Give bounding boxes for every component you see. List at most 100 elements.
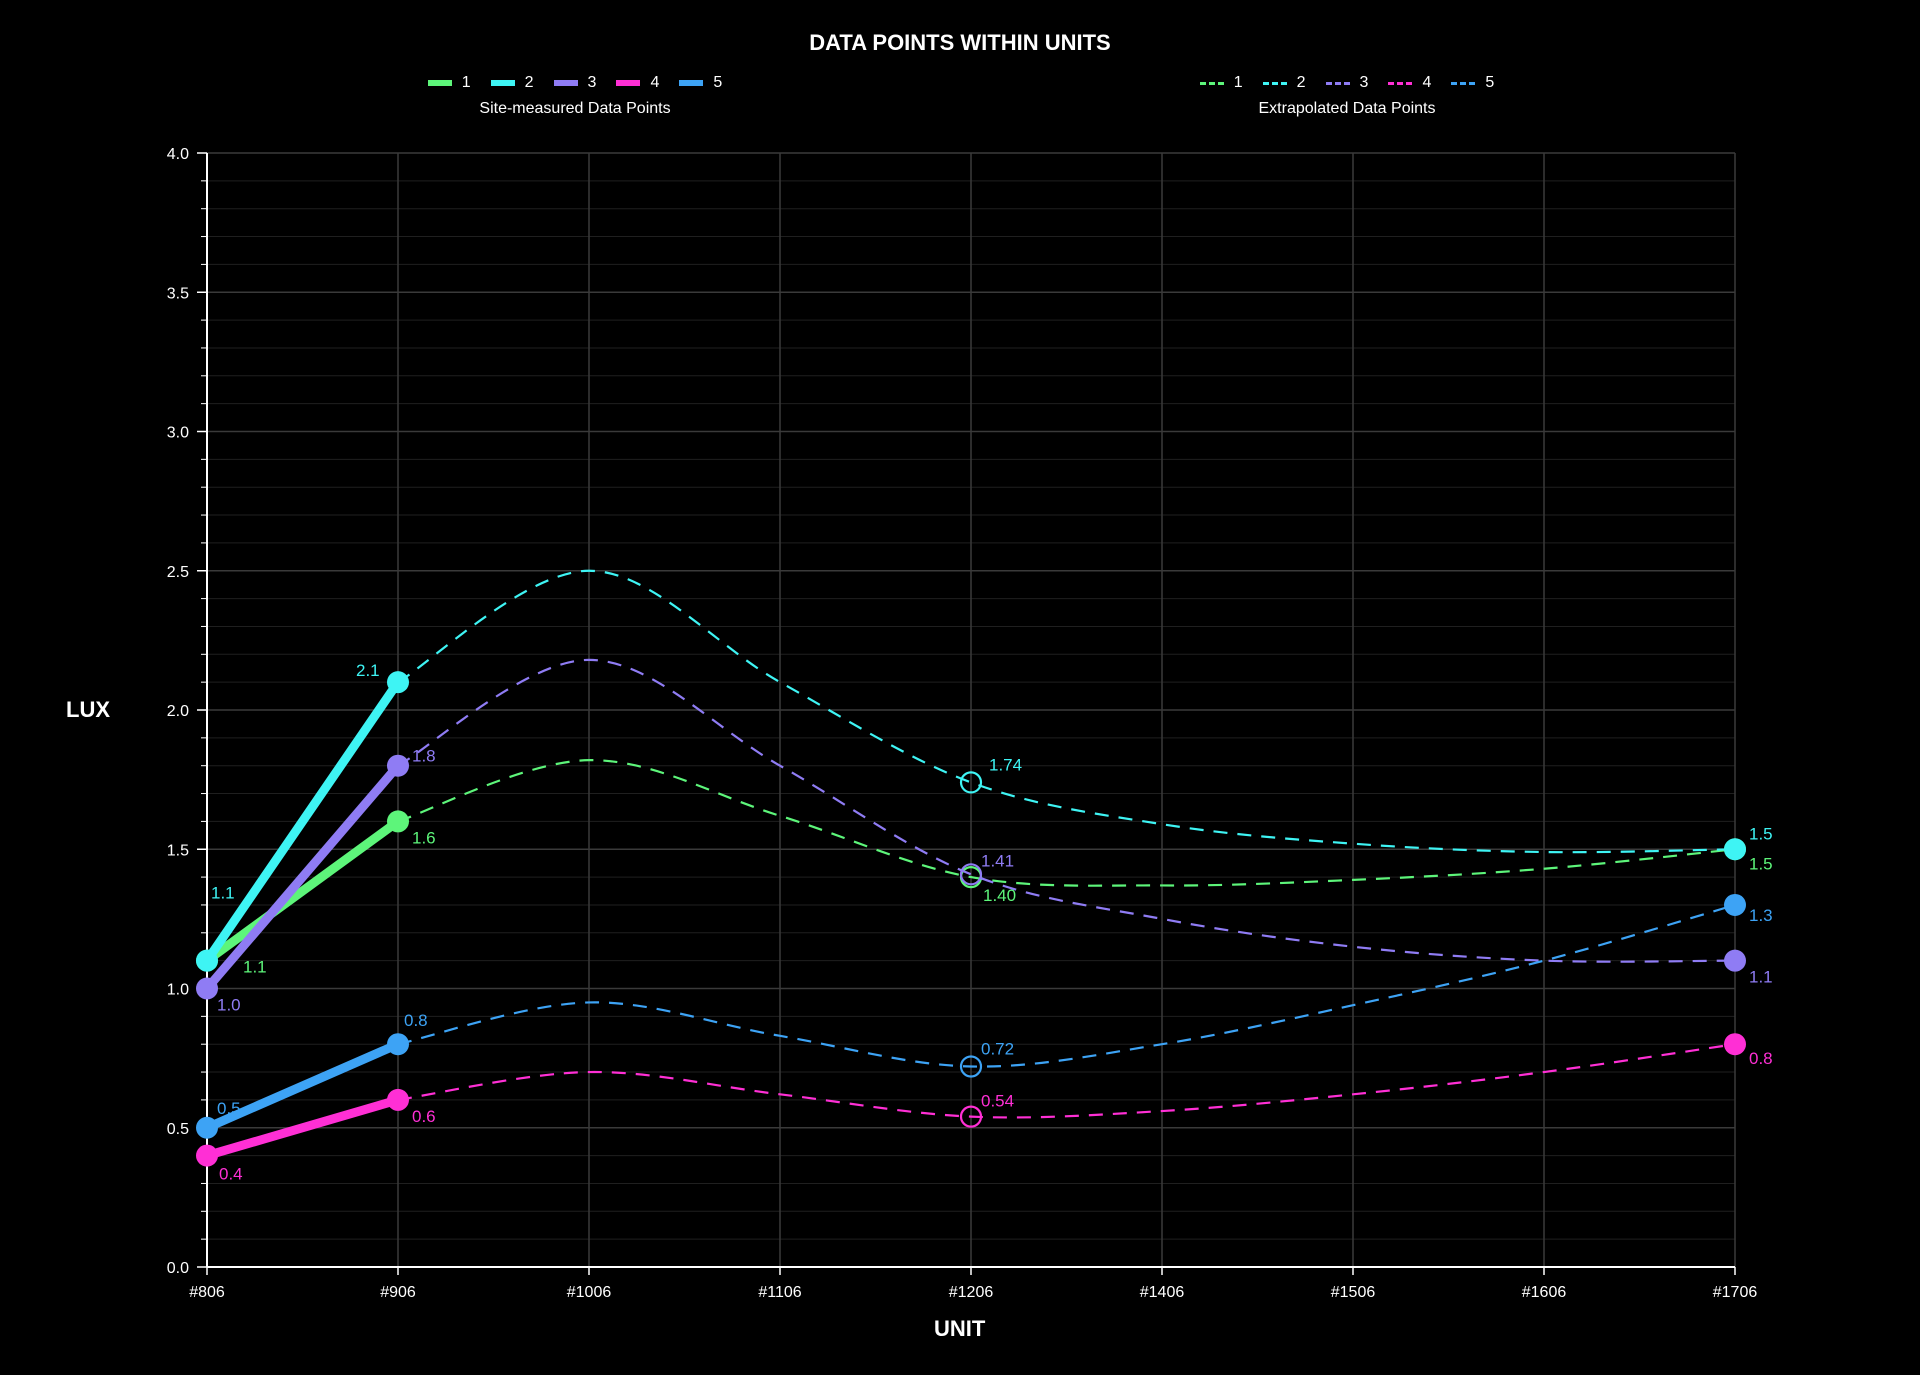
legend-label: 2 <box>524 74 534 91</box>
y-tick-label: 3.5 <box>167 285 189 302</box>
legend-label: 1 <box>1233 74 1243 91</box>
data-label-series-1: 1.40 <box>983 886 1016 905</box>
hollow-marker-series-5 <box>959 1055 983 1078</box>
extrapolated-line-series-1 <box>397 759 1736 887</box>
measured-line-series-2 <box>202 677 403 966</box>
data-label-series-2: 1.1 <box>211 884 235 903</box>
legend-measured-entries: 1 2 3 4 5 <box>415 74 735 92</box>
extrapolated-line-series-5 <box>397 903 1736 1068</box>
legend-swatch <box>679 80 704 86</box>
x-tick-label: #1406 <box>1140 1284 1185 1301</box>
measured-marker-series-1 <box>387 810 409 833</box>
legend-extrapolated-caption: Extrapolated Data Points <box>1258 100 1436 117</box>
legend-swatch <box>1451 81 1476 85</box>
measured-marker-series-3 <box>196 977 218 1000</box>
chart-title: DATA POINTS WITHIN UNITS <box>809 30 1111 55</box>
data-label-series-2: 2.1 <box>356 661 380 680</box>
legend-label: 2 <box>1296 74 1306 91</box>
x-axis-title: UNIT <box>934 1316 986 1341</box>
y-tick-label: 1.0 <box>167 982 189 999</box>
data-label-series-5: 0.8 <box>404 1011 428 1030</box>
data-label-series-3: 1.0 <box>217 996 241 1015</box>
legend-label: 5 <box>713 74 723 91</box>
end-marker-series-3 <box>1724 949 1746 972</box>
legend-entry-extrapolated-1: 1 <box>1199 74 1243 92</box>
x-tick-label: #1706 <box>1713 1284 1758 1301</box>
data-label-series-4: 0.54 <box>981 1092 1014 1111</box>
data-label-series-4: 0.4 <box>219 1165 243 1184</box>
measured-marker-series-4 <box>387 1088 409 1111</box>
y-tick-label: 2.0 <box>167 703 189 720</box>
extrapolated-line-series-2 <box>397 569 1736 854</box>
legend-measured-caption: Site-measured Data Points <box>479 100 671 117</box>
y-tick-label: 0.0 <box>167 1260 189 1277</box>
legend-extrapolated: 1 2 3 4 5 Extrapolated Data Points <box>1182 74 1512 118</box>
legend-label: 4 <box>650 74 660 91</box>
y-tick-label: 3.0 <box>167 425 189 442</box>
extrapolated-line-series-3 <box>397 658 1736 963</box>
measured-marker-series-2 <box>387 671 409 694</box>
y-tick-label: 4.0 <box>167 146 189 163</box>
measured-marker-series-2 <box>196 949 218 972</box>
legend-label: 3 <box>1359 74 1369 91</box>
data-label-series-4: 0.6 <box>412 1107 436 1126</box>
hollow-marker-series-4 <box>959 1105 983 1128</box>
legend-label: 5 <box>1485 74 1495 91</box>
extrapolated-line-series-4 <box>397 1043 1736 1119</box>
x-tick-label: #1506 <box>1331 1284 1376 1301</box>
legend-entry-extrapolated-3: 3 <box>1325 74 1369 92</box>
measured-line-series-3 <box>202 761 403 993</box>
x-tick-label: #906 <box>380 1284 416 1301</box>
hollow-marker-series-2 <box>959 771 983 794</box>
measured-marker-series-5 <box>196 1116 218 1139</box>
legend-swatch <box>490 80 515 86</box>
legend-swatch <box>1262 81 1287 85</box>
legend-entry-measured-1: 1 <box>427 74 471 92</box>
legend-extrapolated-entries: 1 2 3 4 5 <box>1182 74 1512 92</box>
x-tick-label: #1006 <box>567 1284 612 1301</box>
data-label-series-3: 1.1 <box>1749 968 1773 987</box>
measured-line-series-5 <box>202 1039 403 1133</box>
y-tick-label: 1.5 <box>167 842 189 859</box>
legend-swatch <box>427 80 452 86</box>
legend-entry-extrapolated-4: 4 <box>1388 74 1431 92</box>
data-label-series-3: 1.41 <box>981 851 1014 870</box>
data-label-series-1: 1.1 <box>243 958 267 977</box>
legend-swatch <box>1199 81 1224 85</box>
end-marker-series-4 <box>1724 1033 1746 1056</box>
legend-swatch <box>553 80 578 86</box>
x-tick-label: #1606 <box>1522 1284 1567 1301</box>
end-marker-series-5 <box>1724 893 1746 916</box>
x-tick-label: #806 <box>189 1284 225 1301</box>
legend-entry-measured-5: 5 <box>679 74 722 92</box>
data-label-series-5: 0.72 <box>981 1039 1014 1058</box>
measured-marker-series-3 <box>387 754 409 777</box>
data-label-series-4: 0.8 <box>1749 1049 1773 1068</box>
x-tick-label: #1106 <box>758 1284 801 1301</box>
legend-swatch <box>1388 81 1413 85</box>
y-tick-label: 2.5 <box>167 564 189 581</box>
y-axis-title: LUX <box>66 697 110 722</box>
y-tick-label: 0.5 <box>167 1121 189 1138</box>
legend-entry-measured-4: 4 <box>616 74 659 92</box>
measured-marker-series-5 <box>387 1033 409 1056</box>
measured-marker-series-4 <box>196 1144 218 1167</box>
data-label-series-5: 0.5 <box>217 1099 241 1118</box>
legend-entry-extrapolated-5: 5 <box>1451 74 1494 92</box>
legend-swatch <box>616 80 641 86</box>
measured-line-series-1 <box>202 816 403 966</box>
x-tick-label: #1206 <box>949 1284 994 1301</box>
legend-label: 3 <box>587 74 597 91</box>
data-label-series-1: 1.5 <box>1749 854 1773 873</box>
legend-swatch <box>1325 81 1350 85</box>
legend-entry-measured-3: 3 <box>553 74 597 92</box>
data-label-series-1: 1.6 <box>412 828 436 847</box>
data-label-series-2: 1.5 <box>1749 824 1773 843</box>
legend-entry-measured-2: 2 <box>490 74 534 92</box>
hollow-marker-series-3 <box>959 863 983 886</box>
data-label-series-5: 1.3 <box>1749 906 1773 925</box>
end-marker-series-2 <box>1724 838 1746 861</box>
measured-line-series-4 <box>202 1095 403 1161</box>
legend-label: 4 <box>1422 74 1432 91</box>
